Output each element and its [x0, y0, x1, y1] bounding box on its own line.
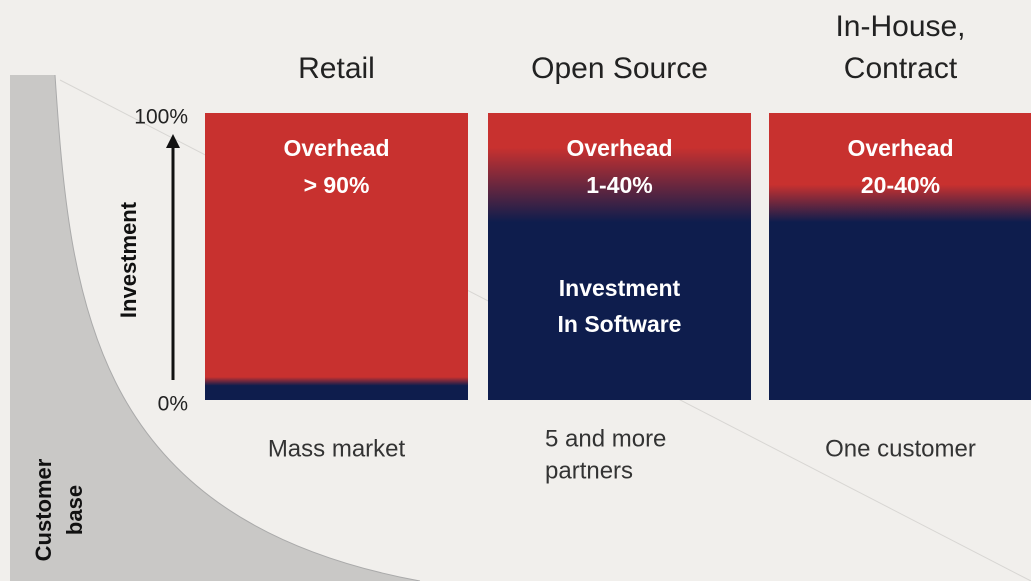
investment-label: In Software: [558, 311, 682, 337]
investment-label: Investment: [559, 275, 681, 301]
overhead-label: Overhead: [283, 135, 389, 161]
market-label: One customer: [825, 435, 976, 462]
curve-line: [54, 74, 421, 581]
column-box: [769, 113, 1031, 400]
column-box: [205, 113, 468, 400]
market-label: partners: [545, 457, 633, 484]
axis-bottom: 0%: [158, 393, 188, 416]
overhead-label: > 90%: [304, 172, 370, 198]
column-title: In-House,: [835, 10, 965, 43]
market-label: Mass market: [268, 435, 406, 462]
axis-label: Investment: [116, 201, 141, 318]
overhead-label: 20-40%: [861, 172, 940, 198]
customer-label: base: [62, 485, 87, 535]
overhead-label: Overhead: [566, 135, 672, 161]
column-box: [488, 113, 751, 400]
column-title: Retail: [298, 52, 375, 85]
arrow-head: [166, 134, 180, 148]
axis-top: 100%: [134, 106, 188, 129]
customer-curve: [10, 75, 420, 581]
column-title: Open Source: [531, 52, 708, 85]
column-title: Contract: [844, 52, 958, 85]
market-label: 5 and more: [545, 425, 666, 452]
customer-label: Customer: [31, 458, 56, 561]
overhead-label: Overhead: [847, 135, 953, 161]
overhead-label: 1-40%: [586, 172, 652, 198]
